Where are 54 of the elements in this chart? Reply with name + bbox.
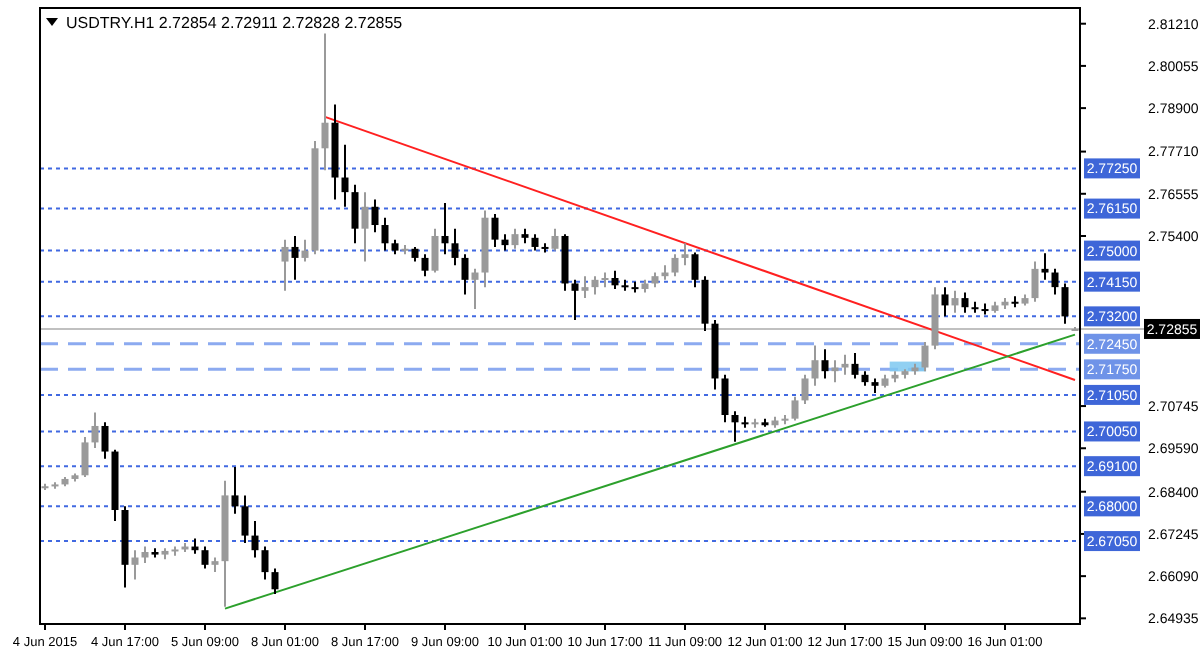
candlestick (441, 202, 449, 256)
candlestick (1041, 252, 1049, 281)
candlestick (801, 373, 809, 406)
candlestick (851, 351, 859, 380)
candlestick (491, 213, 499, 248)
candlestick (201, 545, 209, 570)
candlestick (951, 289, 959, 314)
candlestick (101, 421, 109, 460)
candlestick (361, 191, 369, 263)
candlestick (131, 549, 139, 581)
candlestick (431, 227, 439, 274)
candlestick (451, 227, 459, 267)
candlestick (81, 435, 89, 479)
candlestick (811, 344, 819, 387)
candlestick (511, 227, 519, 250)
candlestick (681, 242, 689, 267)
candlestick (1051, 267, 1059, 296)
candlestick (591, 275, 599, 296)
candlestick (461, 253, 469, 296)
candlestick (791, 395, 799, 422)
candlestick (571, 278, 579, 322)
candlestick (321, 32, 329, 172)
candlestick (251, 519, 259, 559)
candlestick (581, 275, 589, 300)
candlestick (691, 251, 699, 289)
candlestick (731, 410, 739, 443)
candlestick (561, 233, 569, 292)
candlestick (701, 275, 709, 332)
candlestick (301, 238, 309, 263)
candlestick (471, 267, 479, 311)
candlestick (821, 348, 829, 380)
candlestick (371, 198, 379, 234)
candlestick (351, 183, 359, 245)
candlestick (271, 567, 279, 596)
candlestick (961, 291, 969, 314)
candlestick (551, 227, 559, 252)
candlestick (941, 286, 949, 318)
candlestick (231, 465, 239, 515)
candlestick (381, 216, 389, 252)
candlestick (1061, 282, 1069, 325)
candlestick (341, 143, 349, 208)
candlestick (261, 545, 269, 581)
candlestick (281, 238, 289, 292)
candlestick (841, 353, 849, 376)
candlestick (291, 234, 299, 281)
candlestick (421, 253, 429, 278)
candlestick (241, 494, 249, 544)
candlestick (1031, 260, 1039, 303)
candlestick (611, 269, 619, 290)
candlestick (921, 340, 929, 373)
candlestick (91, 411, 99, 449)
chart-title: USDTRY.H1 2.72854 2.72911 2.72828 2.72855 (66, 14, 404, 32)
candlestick (671, 253, 679, 278)
candlestick (721, 373, 729, 424)
